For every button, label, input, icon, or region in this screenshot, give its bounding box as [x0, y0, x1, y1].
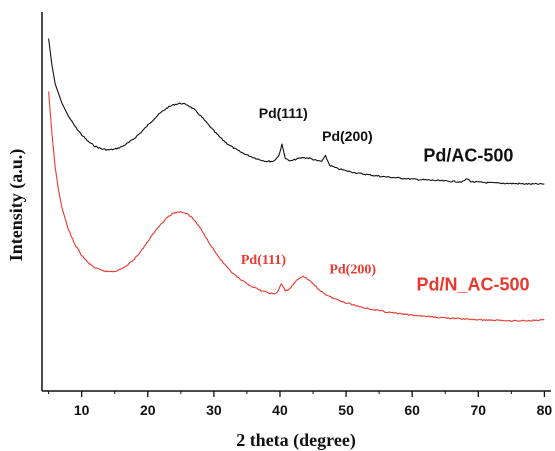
peak-label: Pd(200) [329, 263, 376, 278]
x-tick-label: 20 [140, 402, 156, 418]
x-tick-label: 10 [74, 402, 90, 418]
series-line-pd-n-ac-500 [48, 91, 545, 322]
x-tick-label: 60 [404, 402, 420, 418]
x-axis-label: 2 theta (degree) [236, 430, 356, 451]
series-line-pd-ac-500 [48, 38, 545, 185]
series-label: Pd/AC-500 [423, 146, 513, 166]
peak-label: Pd(111) [241, 253, 286, 268]
plot-area [41, 12, 551, 392]
series-layer [48, 38, 545, 322]
x-tick-label: 30 [206, 402, 222, 418]
peak-label: Pd(200) [322, 128, 373, 144]
peak-label: Pd(111) [259, 105, 308, 121]
x-tick-label: 40 [272, 402, 288, 418]
x-tick-label: 80 [537, 402, 553, 418]
y-axis-label: Intensity (a.u.) [6, 149, 27, 262]
series-label: Pd/N_AC-500 [416, 275, 529, 295]
x-axis-ticks: 10 20 30 40 50 60 70 80 [48, 391, 553, 418]
x-tick-label: 50 [338, 402, 354, 418]
x-tick-label: 70 [470, 402, 486, 418]
annotations: Pd(111) Pd(200) Pd/AC-500 Pd(111) Pd(200) Pd/… [241, 105, 530, 294]
